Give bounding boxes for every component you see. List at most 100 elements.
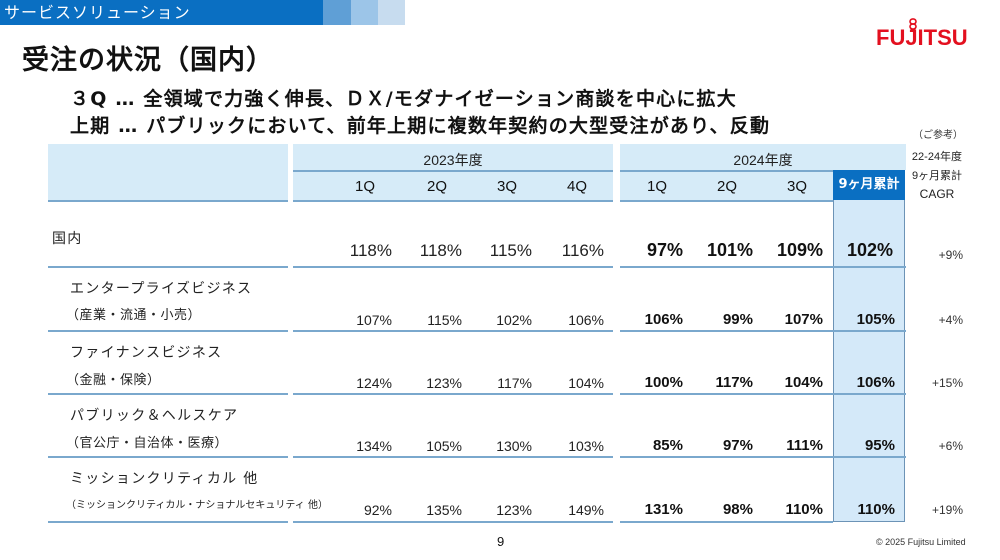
divider — [620, 330, 906, 332]
bullet-first-half: 上期 … パブリックにおいて、前年上期に複数年契約の大型受注があり、反動 — [70, 115, 771, 137]
section-band: サービスソリューション — [0, 0, 323, 25]
divider — [293, 170, 613, 172]
cell-cagr: +6% — [938, 439, 963, 453]
cell-cagr: +19% — [931, 503, 963, 517]
row-sub-finance: （金融・保険） — [66, 373, 161, 388]
row-label-domestic: 国内 — [52, 231, 83, 247]
cell-cumulative: 95% — [864, 437, 895, 454]
summary-bullets: ３Q … 全領域で力強く伸長、ＤＸ/モダナイゼーション商談を中心に拡大 上期 …… — [70, 86, 770, 140]
cell-2024-1q: 85% — [652, 437, 683, 454]
cagr-header-line3: CAGR — [919, 187, 955, 201]
fy2023-label: 2023年度 — [423, 152, 483, 168]
cell-2024-1q: 97% — [646, 240, 683, 260]
q-2024-2: 2Q — [716, 178, 737, 195]
q-2023-1: 1Q — [354, 178, 375, 195]
divider — [620, 266, 906, 268]
cell-2023-3q: 130% — [496, 438, 532, 454]
cell-cagr: +15% — [931, 376, 963, 390]
divider — [620, 393, 906, 395]
divider — [293, 456, 613, 458]
cell-cagr: +9% — [938, 248, 963, 262]
cell-2023-3q: 102% — [496, 312, 532, 328]
q-2023-2: 2Q — [426, 178, 447, 195]
row-label-public-healthcare: パブリック＆ヘルスケア — [70, 408, 239, 424]
cell-2024-3q: 109% — [776, 240, 823, 260]
row-label-finance: ファイナンスビジネス — [70, 345, 223, 361]
q-2023-3: 3Q — [496, 178, 517, 195]
divider — [620, 200, 833, 202]
cell-2024-3q: 104% — [784, 374, 823, 391]
divider — [293, 393, 613, 395]
q-2024-3: 3Q — [786, 178, 807, 195]
cell-2023-1q: 124% — [356, 375, 392, 391]
fy2024-label: 2024年度 — [733, 152, 793, 168]
divider — [620, 170, 833, 172]
cell-2023-2q: 115% — [427, 312, 462, 328]
cell-2024-1q: 106% — [644, 311, 683, 328]
cell-2023-3q: 117% — [497, 375, 532, 391]
cell-2023-1q: 107% — [356, 312, 392, 328]
fy2023-header-cell — [293, 144, 613, 200]
divider — [620, 521, 833, 523]
band-stripe — [378, 0, 405, 25]
cell-2024-1q: 100% — [644, 374, 683, 391]
divider — [48, 456, 288, 458]
cell-2024-2q: 101% — [706, 240, 753, 260]
fy2024-quarter-cell — [620, 170, 833, 200]
divider — [48, 393, 288, 395]
cell-2023-3q: 123% — [496, 502, 532, 518]
cell-2023-4q: 149% — [568, 502, 604, 518]
cell-2024-3q: 111% — [786, 437, 823, 454]
reference-note: （ご参考） — [913, 130, 963, 141]
divider — [293, 330, 613, 332]
page-number: 9 — [497, 534, 505, 549]
cagr-header-line2: 9ヶ月累計 — [911, 170, 963, 182]
cell-cagr: +4% — [938, 313, 963, 327]
cell-2023-1q: 92% — [363, 502, 392, 518]
cell-2024-2q: 117% — [715, 374, 753, 391]
q-2023-4: 4Q — [566, 178, 587, 195]
cell-2024-2q: 98% — [722, 501, 753, 518]
cell-cumulative: 106% — [856, 374, 895, 391]
row-sub-public-healthcare: （官公庁・自治体・医療） — [66, 436, 229, 451]
cell-cumulative: 105% — [856, 311, 895, 328]
q-2024-1: 1Q — [646, 178, 667, 195]
divider — [293, 266, 613, 268]
divider — [620, 456, 906, 458]
fy2024-header-cell — [620, 144, 906, 170]
cell-2023-4q: 106% — [568, 312, 604, 328]
cell-2023-1q: 134% — [356, 438, 392, 454]
cell-2024-2q: 99% — [722, 311, 753, 328]
divider — [293, 521, 613, 523]
cell-2023-3q: 115% — [489, 241, 532, 260]
row-label-enterprise: エンタープライズビジネス — [70, 281, 253, 297]
cumulative-column — [833, 170, 905, 522]
cell-2023-2q: 118% — [419, 241, 462, 260]
page-title: 受注の状況（国内） — [22, 45, 274, 76]
divider — [48, 521, 288, 523]
infinity-loop-icon — [909, 18, 917, 30]
copyright: © 2025 Fujitsu Limited — [876, 537, 966, 547]
cagr-header-line1: 22-24年度 — [911, 151, 963, 163]
bullet-3q: ３Q … 全領域で力強く伸長、ＤＸ/モダナイゼーション商談を中心に拡大 — [70, 88, 737, 110]
band-stripe — [351, 0, 378, 25]
cell-2023-4q: 116% — [561, 241, 604, 260]
cell-2024-3q: 107% — [784, 311, 823, 328]
cell-cumulative: 110% — [857, 501, 895, 518]
row-sub-enterprise: （産業・流通・小売） — [66, 308, 202, 323]
divider — [48, 330, 288, 332]
cell-2023-2q: 123% — [426, 375, 462, 391]
fujitsu-logo: FUJITSU — [876, 18, 968, 52]
divider — [48, 266, 288, 268]
band-stripe — [323, 0, 351, 25]
row-label-mission-critical: ミッションクリティカル 他 — [70, 471, 259, 487]
logo-text: FUJITSU — [876, 25, 968, 50]
cell-2024-1q: 131% — [644, 501, 683, 518]
cell-2024-2q: 97% — [722, 437, 753, 454]
cell-2024-3q: 110% — [785, 501, 823, 518]
cell-2023-1q: 118% — [349, 241, 392, 260]
cumulative-header: 9ヶ月累計 — [833, 170, 905, 200]
divider — [293, 200, 613, 202]
label-header-cell — [48, 144, 288, 200]
row-sub-mission-critical: （ミッションクリティカル・ナショナルセキュリティ 他） — [66, 500, 328, 511]
